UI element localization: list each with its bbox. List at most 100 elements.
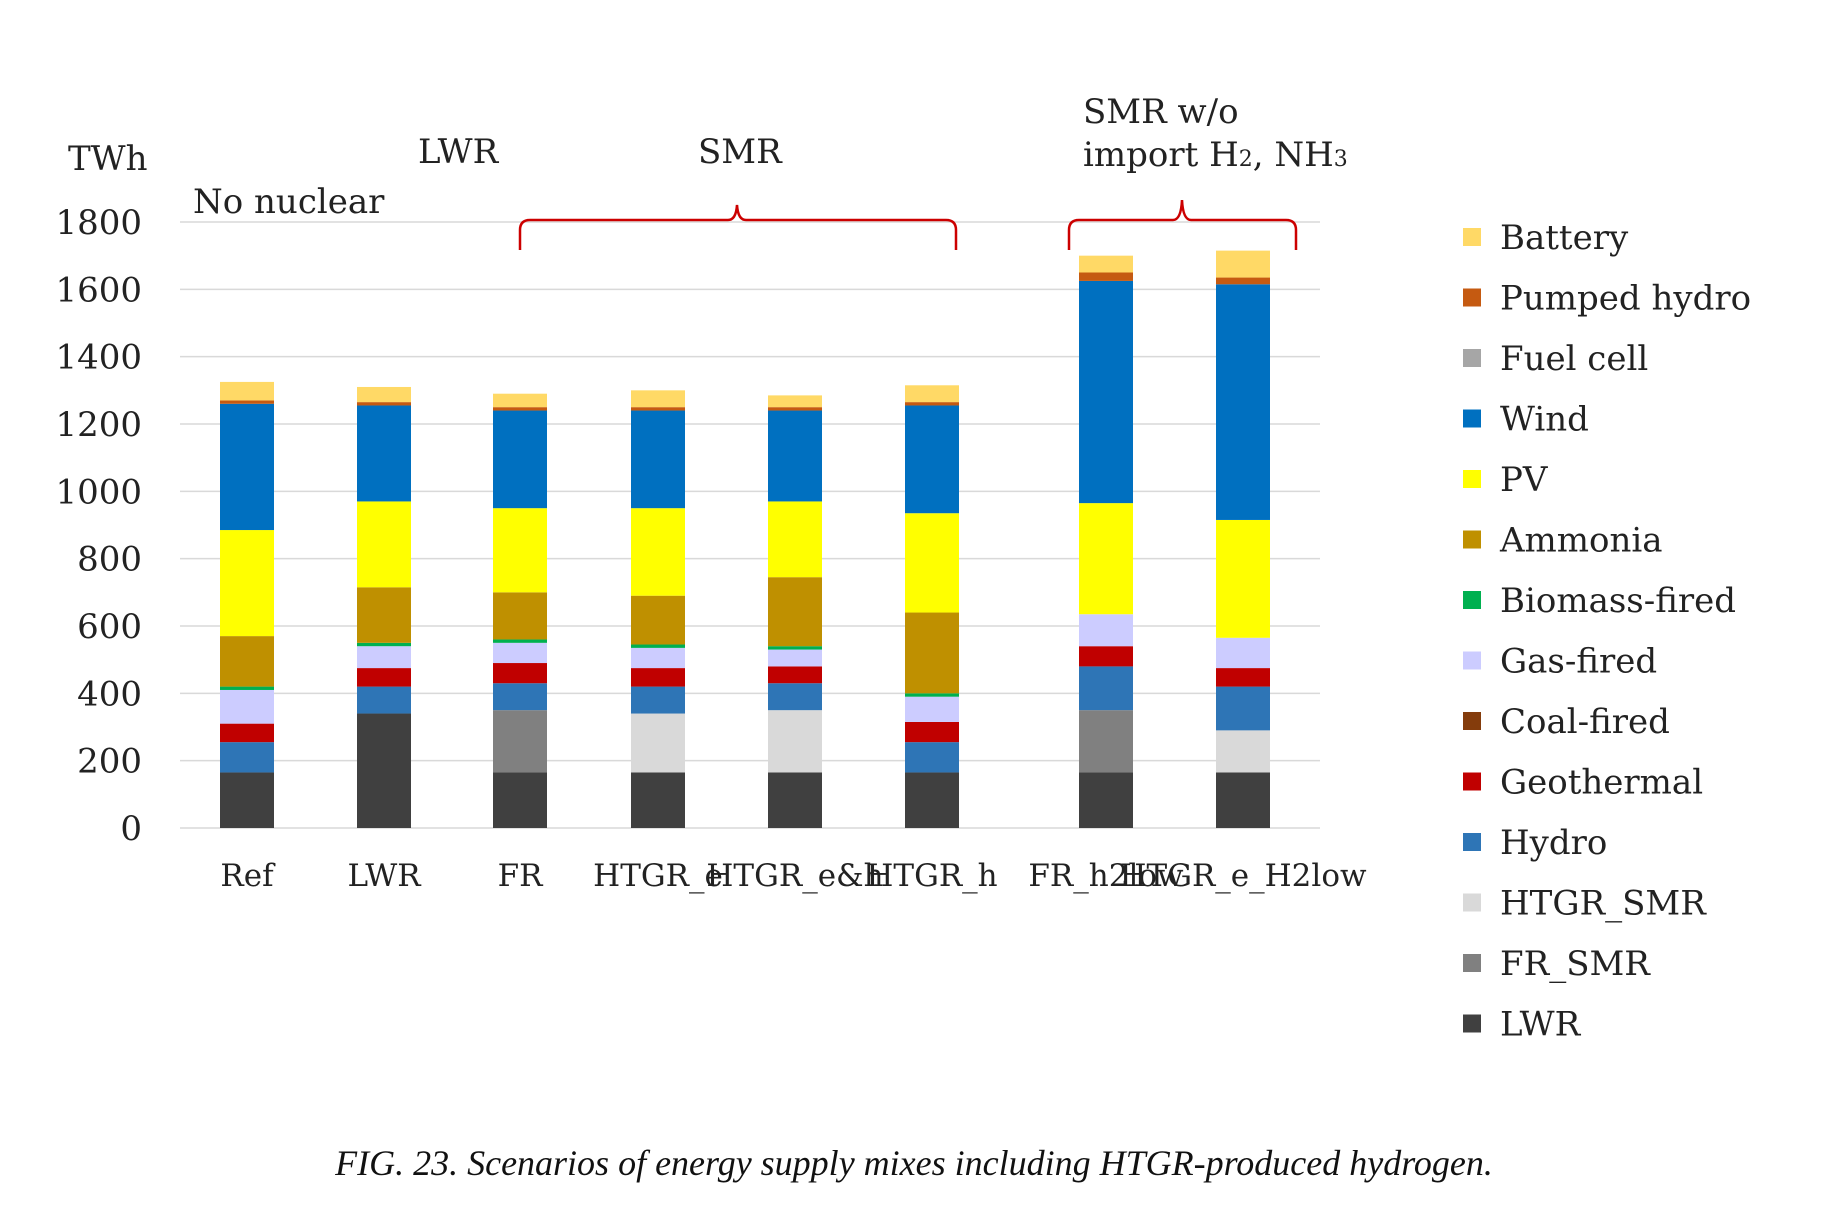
bar-segment [493, 663, 547, 684]
legend-label: Gas-fired [1500, 642, 1657, 682]
bar-segment [905, 742, 959, 773]
bar-segment [1079, 666, 1133, 711]
bar-segment [493, 642, 547, 664]
bar-segment [631, 508, 685, 596]
bar-segment [493, 639, 547, 643]
bar-segment [1216, 730, 1270, 773]
bar-segment [631, 407, 685, 411]
bar-segment [220, 686, 274, 690]
y-tick-label: 1400 [55, 338, 142, 378]
group-label-smr-wo-line2: import H2, NH3 [1083, 135, 1348, 175]
legend-swatch [1463, 591, 1481, 609]
bar-segment [493, 683, 547, 711]
legend-swatch [1463, 651, 1481, 670]
bar-segment [631, 647, 685, 669]
bar-segment [1079, 710, 1133, 773]
bar-segment [220, 530, 274, 637]
bar-segment [220, 636, 274, 687]
legend-label: Geothermal [1500, 763, 1703, 803]
bar-segment [631, 595, 685, 645]
bar-segment [905, 772, 959, 828]
bar-segment [220, 403, 274, 531]
legend-label: FR_SMR [1500, 944, 1651, 984]
bar-segment [905, 612, 959, 694]
bar-segment [768, 410, 822, 502]
bar-segment [1216, 686, 1270, 731]
bar-segment [357, 386, 411, 403]
legend-swatch [1463, 470, 1481, 488]
legend: Battery Pumped hydro Fuel cell Wind PV Ammoni… [1463, 218, 1751, 1045]
figure-caption: FIG. 23. Scenarios of energy supply mixe… [334, 1143, 1493, 1183]
bar-segment [220, 381, 274, 401]
y-axis-ticks: 0 200 400 600 800 1000 1200 1400 1600 1800 [55, 203, 142, 849]
group-label-no-nuclear: No nuclear [193, 182, 385, 222]
legend-swatch [1463, 530, 1481, 549]
y-tick-label: 600 [77, 607, 142, 647]
bar-segment [220, 689, 274, 724]
x-tick-label: LWR [347, 858, 422, 894]
y-tick-label: 200 [77, 742, 142, 782]
x-tick-label: FR_h2low [1028, 858, 1184, 894]
bar-segment [357, 501, 411, 588]
bar-segment [1216, 519, 1270, 638]
y-tick-label: 400 [77, 674, 142, 714]
legend-swatch [1463, 954, 1481, 972]
bar-segment [768, 772, 822, 828]
group-label-smr-wo-line1: SMR w/o [1083, 92, 1239, 132]
bar-segment [493, 393, 547, 408]
bar-segment [905, 693, 959, 697]
bar-segment [357, 646, 411, 669]
bar-segment [493, 410, 547, 509]
bar-segment [631, 713, 685, 773]
bar-segment [357, 587, 411, 643]
bar-segment [768, 649, 822, 667]
y-axis-label: TWh [68, 139, 148, 179]
bar-segment [220, 772, 274, 828]
bar-segment [493, 772, 547, 828]
bar-segment [1216, 668, 1270, 687]
x-tick-label: HTGR_h [866, 858, 997, 894]
bar-segment [631, 390, 685, 408]
bar-segment [768, 407, 822, 411]
bar-segment [357, 668, 411, 687]
y-tick-label: 1800 [55, 203, 142, 243]
legend-swatch [1463, 893, 1481, 912]
bar-segment [1079, 503, 1133, 615]
bar-segment [1079, 646, 1133, 667]
bar-segment [631, 686, 685, 714]
bar-segment [220, 742, 274, 773]
x-tick-label: HTGR_e [593, 858, 723, 894]
bar-segment [905, 696, 959, 722]
bar-segment [1079, 255, 1133, 273]
bar-segment [1216, 637, 1270, 669]
bar-segment [631, 644, 685, 648]
bar-segment [768, 395, 822, 408]
bar-segment [357, 686, 411, 714]
bar-segment [493, 710, 547, 773]
bar-segment [493, 508, 547, 593]
bar-segment [1079, 614, 1133, 647]
bar-segment [1079, 772, 1133, 828]
legend-label: LWR [1500, 1005, 1582, 1045]
bar-segment [1216, 284, 1270, 520]
legend-label: PV [1500, 460, 1549, 500]
bar-segment [631, 772, 685, 828]
legend-label: Hydro [1500, 823, 1607, 863]
bar-segment [1216, 250, 1270, 278]
bar-segment [768, 577, 822, 647]
x-tick-label: Ref [220, 858, 276, 894]
legend-label: Wind [1500, 400, 1589, 440]
bar-segment [768, 646, 822, 650]
y-tick-label: 1600 [55, 270, 142, 310]
bar-segment [357, 402, 411, 406]
legend-swatch [1463, 712, 1481, 730]
x-tick-label: HTGR_e_H2low [1119, 858, 1366, 894]
legend-label: Battery [1500, 218, 1629, 258]
bar-segment [357, 713, 411, 828]
bar-segment [631, 668, 685, 687]
smr-bracket [518, 204, 958, 250]
legend-swatch [1463, 1014, 1481, 1033]
legend-label: Biomass-fired [1500, 581, 1736, 621]
legend-swatch [1463, 409, 1481, 428]
y-tick-label: 0 [120, 809, 142, 849]
